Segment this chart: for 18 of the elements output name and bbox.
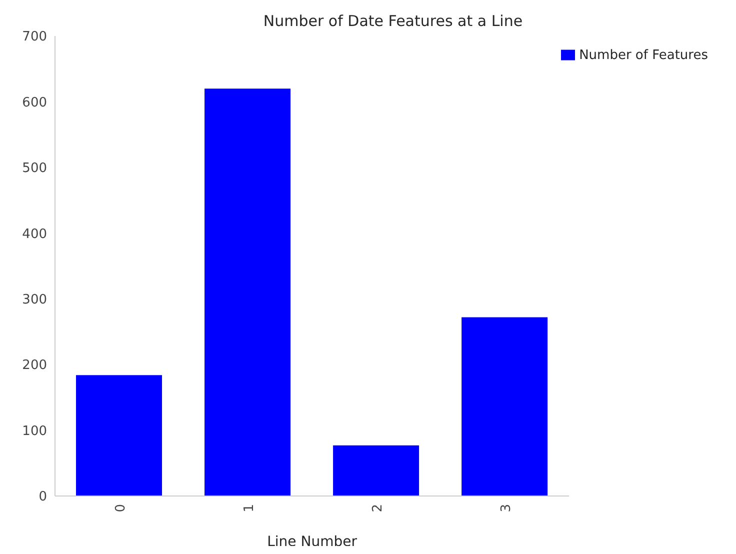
y-tick-label: 100 bbox=[22, 424, 47, 439]
x-tick-label: 0 bbox=[113, 504, 128, 512]
x-tick-label: 1 bbox=[242, 504, 258, 512]
bar bbox=[76, 375, 162, 496]
chart-title: Number of Date Features at a Line bbox=[262, 12, 524, 30]
bar bbox=[333, 445, 420, 496]
y-tick-label: 600 bbox=[22, 95, 47, 110]
y-tick-label: 500 bbox=[22, 161, 47, 176]
x-axis-title: Line Number bbox=[267, 534, 358, 550]
x-tick-label: 2 bbox=[370, 504, 386, 512]
x-tick-label: 3 bbox=[499, 504, 514, 512]
bar bbox=[204, 88, 291, 496]
y-tick-label: 300 bbox=[22, 292, 47, 308]
legend-label: Number of Features bbox=[579, 48, 708, 63]
bar bbox=[462, 317, 548, 496]
y-tick-label: 400 bbox=[22, 226, 47, 242]
y-tick-label: 700 bbox=[22, 30, 47, 45]
y-tick-label: 200 bbox=[22, 358, 47, 374]
